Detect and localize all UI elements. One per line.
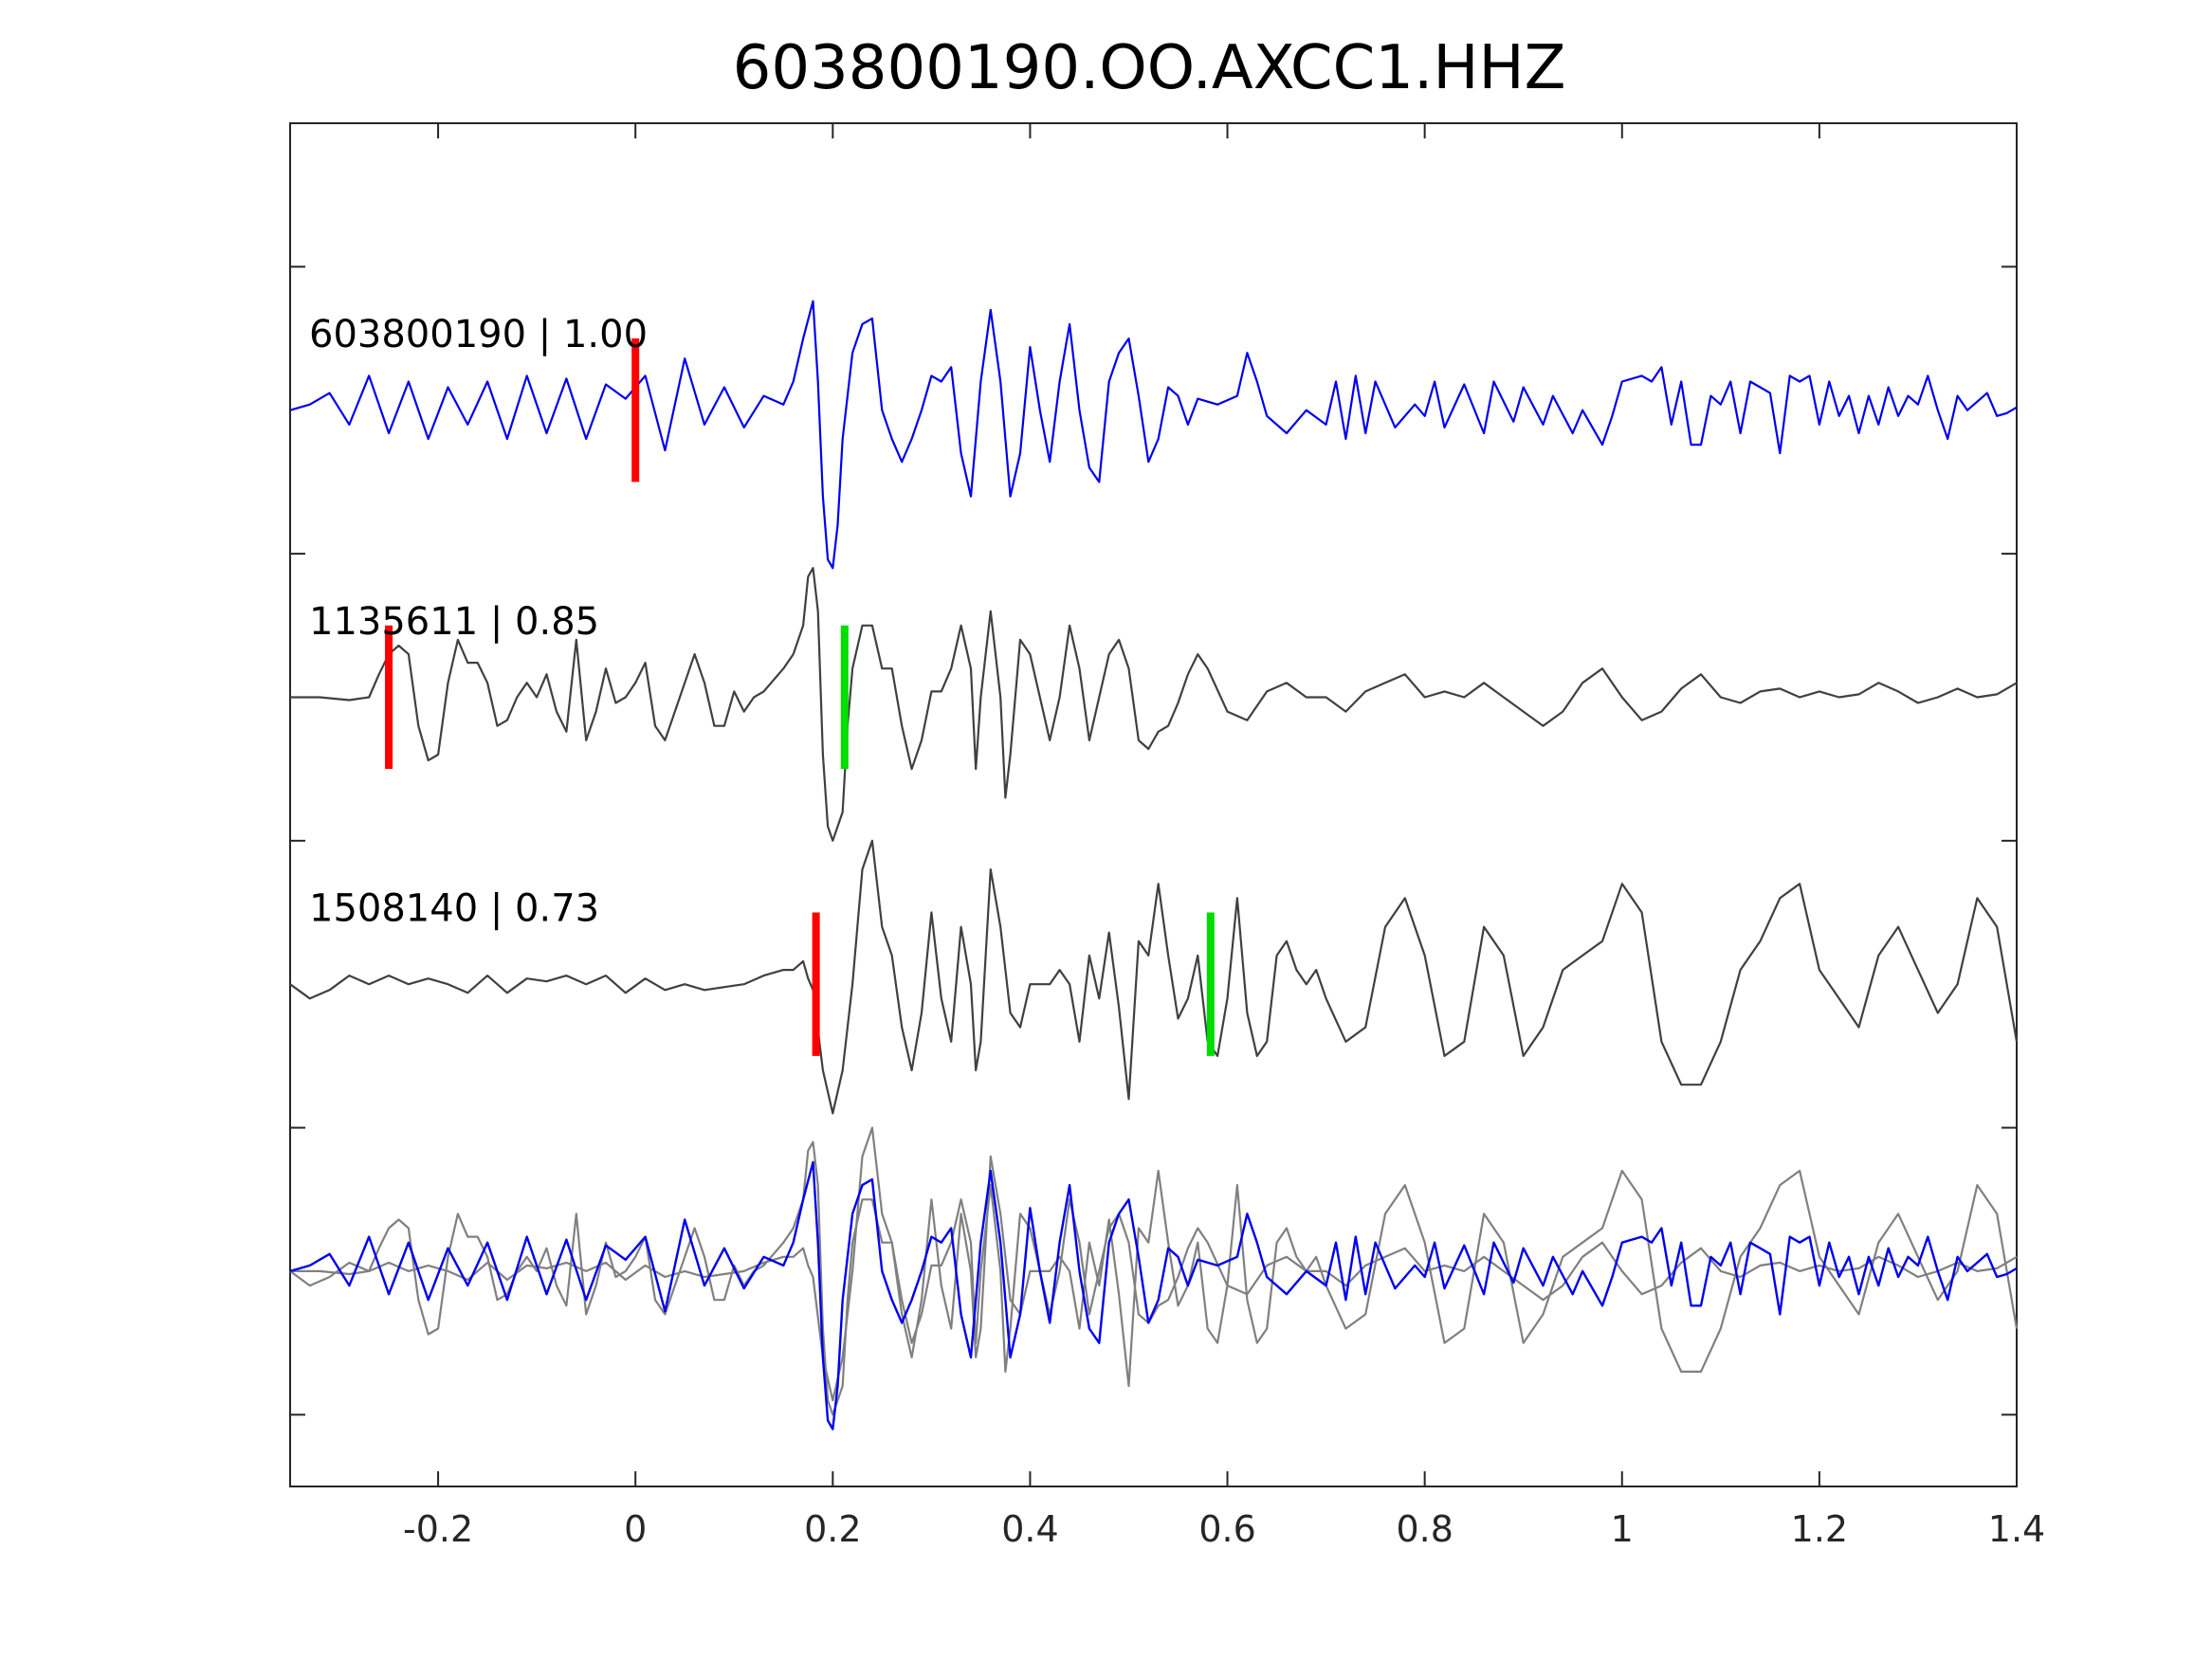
chart-title: 603800190.OO.AXCC1.HHZ: [733, 33, 1566, 103]
trace-label: 1135611 | 0.85: [309, 600, 599, 644]
axes: -0.2 0 0.2 0.4 0.6 0.8 1 1.2 1.4: [289, 122, 2045, 1550]
x-tick-label: 1.2: [1791, 1508, 1848, 1550]
x-tick-label: -0.2: [403, 1508, 473, 1550]
x-tick-label: 0.6: [1198, 1508, 1255, 1550]
trace-603800190: [289, 300, 2018, 570]
x-tick-label: 0: [624, 1508, 647, 1550]
trace-label: 603800190 | 1.00: [309, 313, 648, 356]
x-tick-label: 0.2: [804, 1508, 861, 1550]
trace-1135611: [290, 567, 2018, 842]
traces: [289, 300, 2019, 1431]
overlay-trace: [290, 1140, 2018, 1416]
phase-picks: [385, 338, 1215, 1056]
x-tick-label: 1: [1611, 1508, 1634, 1550]
trace-1508140: [289, 839, 2019, 1115]
trace-labels: 603800190 | 1.00 1135611 | 0.85 1508140 | …: [309, 313, 648, 930]
trace-label: 1508140 | 0.73: [309, 887, 599, 931]
overlay-trace: [289, 1126, 2019, 1402]
overlay-reference-trace: [289, 1160, 2018, 1431]
x-tick-label: 1.4: [1988, 1508, 2045, 1550]
plot-frame: [289, 122, 2018, 1487]
x-tick-label: 0.8: [1396, 1508, 1453, 1550]
x-tick-label: 0.4: [1001, 1508, 1058, 1550]
